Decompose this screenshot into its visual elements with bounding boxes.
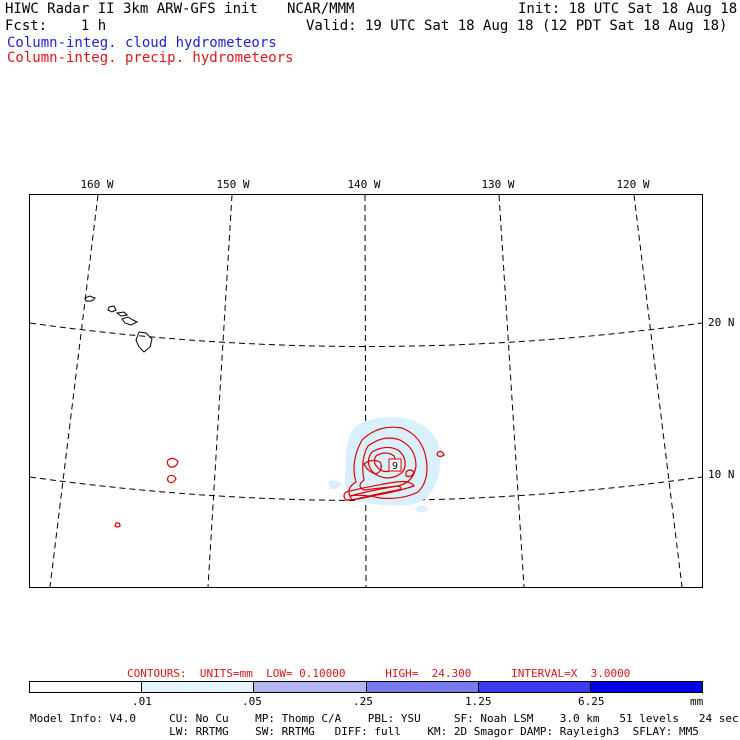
cloud-region: [328, 480, 342, 490]
island-outline: [135, 331, 153, 353]
forecast-hour: Fcst: 1 h: [5, 18, 107, 34]
latitude-label: 10 N: [708, 468, 735, 481]
color-scale-segment: [589, 682, 703, 692]
color-scale-tick: .25: [353, 695, 373, 708]
longitude-label: 160 W: [80, 178, 113, 191]
institution-label: NCAR/MMM: [287, 1, 355, 17]
contours-info: CONTOURS: UNITS=mm LOW= 0.10000 HIGH= 24…: [127, 667, 631, 680]
longitude-label: 140 W: [347, 178, 380, 191]
color-scale-bar: [29, 681, 703, 693]
meridian-line: [498, 195, 525, 587]
map-frame: [29, 194, 703, 588]
color-scale-units: mm: [690, 695, 704, 708]
meridian-line: [364, 195, 367, 587]
island-outline: [107, 305, 117, 313]
precip-contour: [343, 480, 415, 501]
longitude-label: 150 W: [216, 178, 249, 191]
color-scale-tick: 6.25: [578, 695, 605, 708]
model-title: HIWC Radar II 3km ARW-GFS init: [5, 1, 258, 17]
model-info-line2: LW: RRTMG SW: RRTMG DIFF: full KM: 2D Sm…: [30, 725, 699, 738]
precip-contour: [114, 522, 121, 528]
color-scale-tick: 1.25: [465, 695, 492, 708]
storm-center-marker: [388, 458, 402, 472]
longitude-label: 130 W: [481, 178, 514, 191]
precip-contour: [348, 426, 428, 499]
parallel-line: [30, 322, 702, 347]
model-info-line1: Model Info: V4.0 CU: No Cu MP: Thomp C/A…: [30, 712, 739, 725]
meridian-line: [207, 195, 233, 587]
precip-contour: [367, 446, 406, 479]
latitude-label: 20 N: [708, 316, 735, 329]
precip-contour: [363, 459, 382, 475]
precip-contour: [349, 485, 402, 501]
island-outline: [115, 311, 129, 317]
precip-contour: [405, 469, 415, 478]
color-scale-segment: [141, 682, 254, 692]
color-scale-tick: .01: [132, 695, 152, 708]
valid-time: Valid: 19 UTC Sat 18 Aug 18 (12 PDT Sat …: [306, 18, 728, 34]
hawaii-islands: [84, 295, 153, 353]
color-scale-segment: [253, 682, 366, 692]
meridian-line: [49, 195, 99, 587]
island-outline: [121, 316, 139, 326]
cloud-region: [416, 505, 428, 513]
longitude-label: 120 W: [616, 178, 649, 191]
precip-legend-label: Column-integ. precip. hydrometeors: [7, 50, 294, 66]
precip-contour: [436, 450, 445, 458]
color-scale-segment: [30, 682, 142, 692]
init-time: Init: 18 UTC Sat 18 Aug 18: [518, 1, 738, 17]
color-scale-segment: [477, 682, 590, 692]
storm-center-label: 9: [392, 461, 398, 472]
precip-contour: [166, 457, 179, 468]
cloud-legend-label: Column-integ. cloud hydrometeors: [7, 35, 277, 51]
color-scale-segment: [365, 682, 478, 692]
color-scale-tick: .05: [242, 695, 262, 708]
island-outline: [84, 295, 96, 302]
meridian-line: [633, 195, 683, 587]
precip-contours: [114, 426, 445, 528]
precip-contour: [166, 474, 177, 484]
